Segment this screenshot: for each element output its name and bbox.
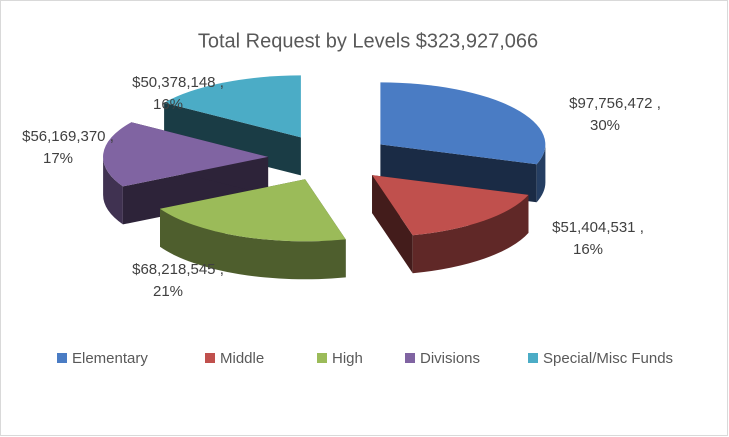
legend-label: High [332,350,363,367]
data-label: 17% [43,150,73,167]
data-label: 16% [573,241,603,258]
slice-cut-face [380,144,537,203]
legend-swatch [528,353,538,363]
data-label: $68,218,545 , [132,261,224,278]
data-label: $56,169,370 , [22,128,114,145]
legend-swatch [205,353,215,363]
legend-label: Divisions [420,350,480,367]
data-label: $97,756,472 , [569,95,661,112]
chart-title: Total Request by Levels $323,927,066 [198,30,538,52]
slice-side [536,144,546,203]
slice-side [103,156,123,225]
legend-swatch [57,353,67,363]
slice-side [160,208,346,280]
data-label: $50,378,148 , [132,74,224,91]
slice-side [412,194,529,274]
slice [164,75,301,138]
slice-cut-face [372,175,413,274]
legend-label: Middle [220,350,264,367]
data-label: $51,404,531 , [552,219,644,236]
data-label: 16% [153,96,183,113]
legend-swatch [317,353,327,363]
legend: Elementary Middle High Divisions Special/Mis… [57,350,673,367]
data-label: 21% [153,283,183,300]
legend-label: Elementary [72,350,148,367]
legend-swatch [405,353,415,363]
data-labels: $97,756,472 , 30% $51,404,531 , 16% $68,218,… [22,74,661,300]
slice [380,82,546,165]
slice [160,179,346,242]
legend-label: Special/Misc Funds [543,350,673,367]
slice [103,122,269,187]
pie [103,75,546,280]
slice [372,175,529,236]
data-label: 30% [590,117,620,134]
